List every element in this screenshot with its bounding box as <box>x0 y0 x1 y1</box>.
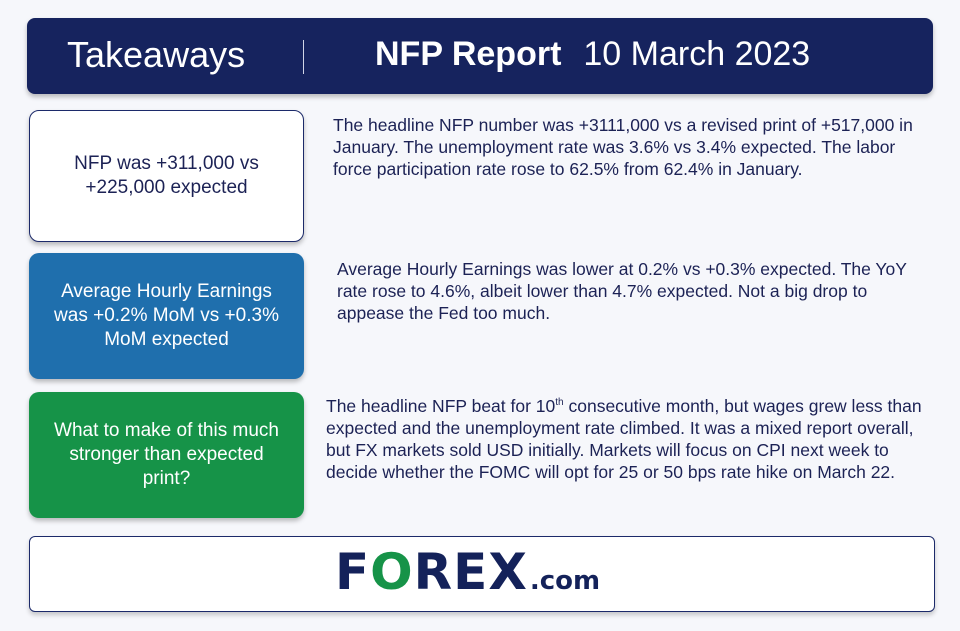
detail-sup: th <box>555 397 564 408</box>
detail-text-outlook: The headline NFP beat for 10th consecuti… <box>326 392 926 483</box>
header-divider <box>303 40 304 74</box>
summary-text: Average Hourly Earnings was +0.2% MoM vs… <box>54 281 279 350</box>
header-report: NFP Report 10 March 2023 <box>375 35 810 74</box>
summary-text: NFP was +311,000 vs +225,000 expected <box>74 153 259 198</box>
summary-box-outlook: What to make of this much stronger than … <box>29 392 304 518</box>
detail-post: consecutive month, but wages grew less t… <box>326 395 922 482</box>
report-date: 10 March 2023 <box>583 35 811 73</box>
detail-pre: The headline NFP beat for 10 <box>326 395 556 416</box>
footer-logo-box: FOREX.com <box>29 536 935 612</box>
detail-text-nfp: The headline NFP number was +3111,000 vs… <box>333 115 913 179</box>
summary-box-nfp: NFP was +311,000 vs +225,000 expected <box>29 110 304 242</box>
report-name: NFP Report <box>375 35 562 73</box>
summary-box-earnings: Average Hourly Earnings was +0.2% MoM vs… <box>29 253 304 379</box>
forex-logo: FOREX.com <box>335 543 601 601</box>
header-title: Takeaways <box>67 34 246 75</box>
detail-text-earnings: Average Hourly Earnings was lower at 0.2… <box>337 259 907 323</box>
summary-text: What to make of this much stronger than … <box>54 420 279 489</box>
header-banner: Takeaways NFP Report 10 March 2023 <box>27 18 933 94</box>
